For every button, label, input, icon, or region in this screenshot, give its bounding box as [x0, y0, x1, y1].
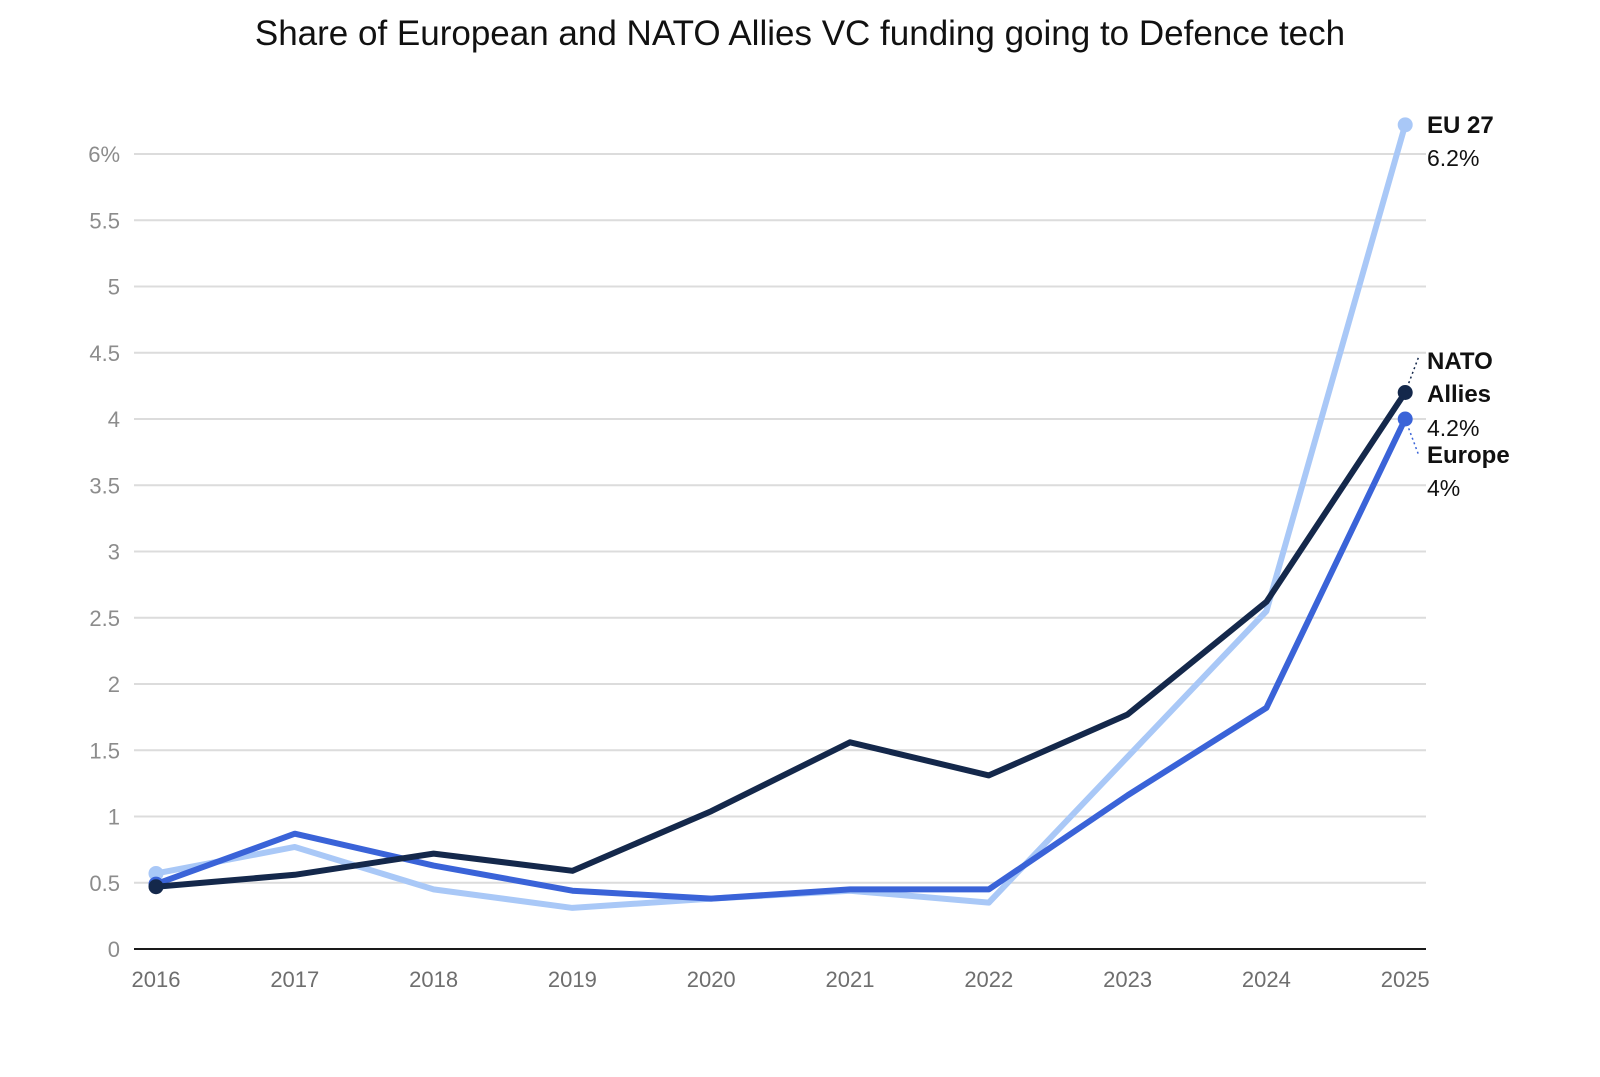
- y-tick-label: 4: [108, 407, 120, 432]
- end-label-value: 4%: [1427, 475, 1460, 501]
- x-tick-label: 2020: [687, 967, 736, 992]
- data-point-nato-allies: [148, 879, 164, 895]
- series-lines: [148, 117, 1413, 911]
- x-tick-label: 2022: [964, 967, 1013, 992]
- series-line-nato-allies: [153, 389, 1409, 890]
- x-tick-label: 2024: [1242, 967, 1291, 992]
- end-label-name: Allies: [1427, 381, 1491, 408]
- leader-line: [1404, 355, 1420, 393]
- end-label-value: 4.2%: [1427, 415, 1479, 441]
- x-tick-label: 2017: [270, 967, 319, 992]
- y-tick-label: 2: [108, 672, 120, 697]
- end-label-name: EU 27: [1427, 112, 1494, 139]
- x-tick-label: 2018: [409, 967, 458, 992]
- x-tick-label: 2016: [132, 967, 181, 992]
- data-point-eu-27: [148, 865, 164, 881]
- x-tick-label: 2025: [1381, 967, 1430, 992]
- end-label-name: NATO: [1427, 348, 1493, 375]
- y-tick-label: 4.5: [89, 341, 120, 366]
- y-tick-label: 6%: [88, 142, 120, 167]
- end-labels: EU 27 6.2% NATO Allies 4.2%Europe 4%: [1404, 112, 1510, 501]
- y-tick-label: 5: [108, 275, 120, 300]
- y-tick-label: 0.5: [89, 871, 120, 896]
- x-tick-label: 2021: [826, 967, 875, 992]
- x-tick-label: 2019: [548, 967, 597, 992]
- chart-title: Share of European and NATO Allies VC fun…: [254, 14, 1346, 53]
- y-tick-label: 1: [108, 805, 120, 830]
- y-tick-label: 5.5: [89, 208, 120, 233]
- y-tick-label: 3.5: [89, 473, 120, 498]
- x-axis-ticks: 2016 2017 2018 2019 2020 2021 2022 2023 2024 2025: [132, 967, 1430, 992]
- data-point-eu-27: [1397, 117, 1413, 133]
- y-tick-label: 3: [108, 540, 120, 565]
- y-axis-ticks: 0 0.5 1 1.5 2 2.5 3 3.5 4 4.5 5 5.5 6%: [88, 142, 120, 962]
- leader-line: [1404, 418, 1420, 457]
- y-tick-label: 0: [108, 937, 120, 962]
- y-tick-label: 2.5: [89, 606, 120, 631]
- gridlines: [134, 153, 1426, 950]
- series-line-eu-27: [153, 121, 1409, 911]
- end-label-value: 6.2%: [1427, 145, 1479, 171]
- series-line-europe: [153, 416, 1409, 902]
- y-tick-label: 1.5: [89, 738, 120, 763]
- end-label-name: Europe: [1427, 442, 1510, 469]
- x-tick-label: 2023: [1103, 967, 1152, 992]
